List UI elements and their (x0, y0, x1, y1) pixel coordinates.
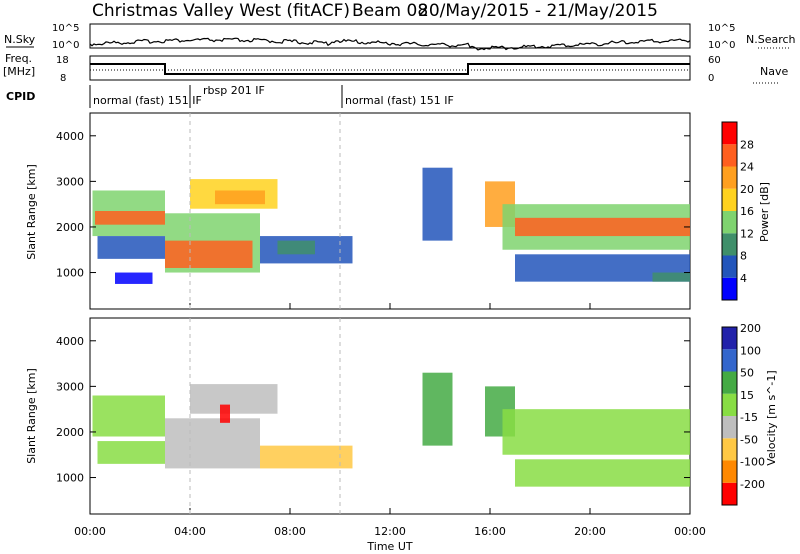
colorbar-tick-label: 200 (740, 322, 761, 335)
x-axis-label: Time UT (366, 540, 412, 553)
velocity-cell (502, 409, 690, 455)
power-colorbar: 4 8 12 16 20 24 28 (721, 121, 754, 301)
nsky-trace (89, 37, 691, 51)
colorbar-swatch (722, 211, 737, 234)
colorbar-swatch (722, 255, 737, 278)
colorbar-tick-label: -50 (740, 433, 758, 446)
x-tick-label: 20:00 (574, 525, 606, 538)
power-cell (652, 272, 690, 282)
x-tick-label: 08:00 (274, 525, 306, 538)
colorbar-tick-label: 50 (740, 367, 754, 380)
colorbar-swatch (722, 438, 737, 461)
power-colorbar-label: Power [dB] (758, 182, 771, 242)
colorbar-tick-label: 16 (740, 205, 754, 218)
freq-label-2: [MHz] (3, 65, 35, 78)
y-tick-label: 3000 (56, 380, 84, 393)
y-tick-label: 2000 (56, 221, 84, 234)
colorbar-swatch (722, 349, 737, 372)
freq-panel (89, 55, 691, 81)
nsearch-tick-bottom: 10^0 (708, 40, 735, 51)
colorbar-tick-label: 15 (740, 389, 754, 402)
y-tick-label: 4000 (56, 130, 84, 143)
cpid-segment-2: rbsp 201 IF (203, 84, 265, 97)
nsearch-tick-top: 10^5 (708, 23, 735, 34)
nave-label: Nave (760, 65, 788, 78)
power-cell (115, 272, 153, 284)
freq-tick-bottom: 8 (60, 73, 66, 84)
colorbar-tick-label: 100 (740, 344, 761, 357)
velocity-cell (97, 441, 165, 464)
freq-tick-top: 18 (56, 55, 69, 66)
figure-title: Christmas Valley West (fitACF) (92, 1, 350, 21)
velocity-cell (190, 384, 278, 414)
velocity-colorbar-label: Velocity [m s^-1] (765, 370, 778, 465)
velocity-ylabel: Slant Range [km] (25, 368, 38, 464)
power-cell (277, 240, 315, 255)
date-range: 20/May/2015 - 21/May/2015 (418, 1, 658, 21)
y-tick-label: 1000 (56, 472, 84, 485)
freq-label-1: Freq. (5, 52, 32, 65)
cpid-label: CPID (6, 90, 35, 103)
colorbar-tick-label: -100 (740, 456, 765, 469)
nsky-tick-bottom: 10^0 (52, 40, 79, 51)
colorbar-swatch (722, 327, 737, 350)
x-tick-label: 04:00 (174, 525, 206, 538)
y-tick-label: 3000 (56, 175, 84, 188)
nsearch-label: N.Search (746, 33, 796, 46)
colorbar-tick-label: -15 (740, 411, 758, 424)
cpid-segment-1: normal (fast) 151 IF (93, 94, 202, 107)
nsky-label: N.Sky (4, 33, 36, 46)
colorbar-tick-label: 12 (740, 227, 754, 240)
colorbar-swatch (722, 144, 737, 167)
beam-label: Beam 08 (352, 1, 428, 21)
colorbar-swatch (722, 277, 737, 300)
colorbar-swatch (722, 122, 737, 145)
power-cell (515, 217, 690, 237)
velocity-colorbar: -200 -100 -50 -15 15 50 100 200 (721, 322, 765, 506)
x-tick-label: 12:00 (374, 525, 406, 538)
freq-trace (90, 63, 690, 75)
velocity-cell (515, 459, 690, 487)
nsky-panel (89, 23, 691, 49)
colorbar-swatch (722, 233, 737, 256)
colorbar-tick-label: 4 (740, 272, 747, 285)
velocity-cell (165, 418, 260, 469)
power-ylabel: Slant Range [km] (25, 164, 38, 260)
colorbar-tick-label: -200 (740, 478, 765, 491)
nsky-tick-top: 10^5 (52, 23, 79, 34)
colorbar-swatch (722, 166, 737, 189)
colorbar-swatch (722, 482, 737, 505)
power-cell (97, 236, 165, 259)
colorbar-tick-label: 20 (740, 183, 754, 196)
velocity-cell (92, 395, 165, 437)
velocity-cell (260, 445, 353, 469)
velocity-cell (422, 372, 453, 446)
power-data (92, 167, 690, 284)
colorbar-tick-label: 28 (740, 138, 754, 151)
power-cell (95, 211, 165, 225)
x-tick-label: 00:00 (74, 525, 106, 538)
power-cell (165, 240, 253, 268)
y-tick-label: 2000 (56, 426, 84, 439)
cpid-segment-3: normal (fast) 151 IF (345, 94, 454, 107)
colorbar-tick-label: 8 (740, 250, 747, 263)
colorbar-swatch (722, 416, 737, 439)
power-cell (215, 190, 265, 205)
colorbar-swatch (722, 460, 737, 483)
x-tick-label: 16:00 (474, 525, 506, 538)
colorbar-swatch (722, 371, 737, 394)
x-tick-label: 00:00 (674, 525, 706, 538)
nave-tick-top: 60 (708, 55, 721, 66)
power-cell (422, 167, 453, 241)
colorbar-tick-label: 24 (740, 161, 754, 174)
y-tick-label: 4000 (56, 335, 84, 348)
nave-tick-bottom: 0 (708, 73, 714, 84)
velocity-cell (220, 404, 230, 423)
y-tick-label: 1000 (56, 267, 84, 280)
velocity-data (92, 372, 690, 487)
colorbar-swatch (722, 188, 737, 211)
colorbar-swatch (722, 393, 737, 416)
